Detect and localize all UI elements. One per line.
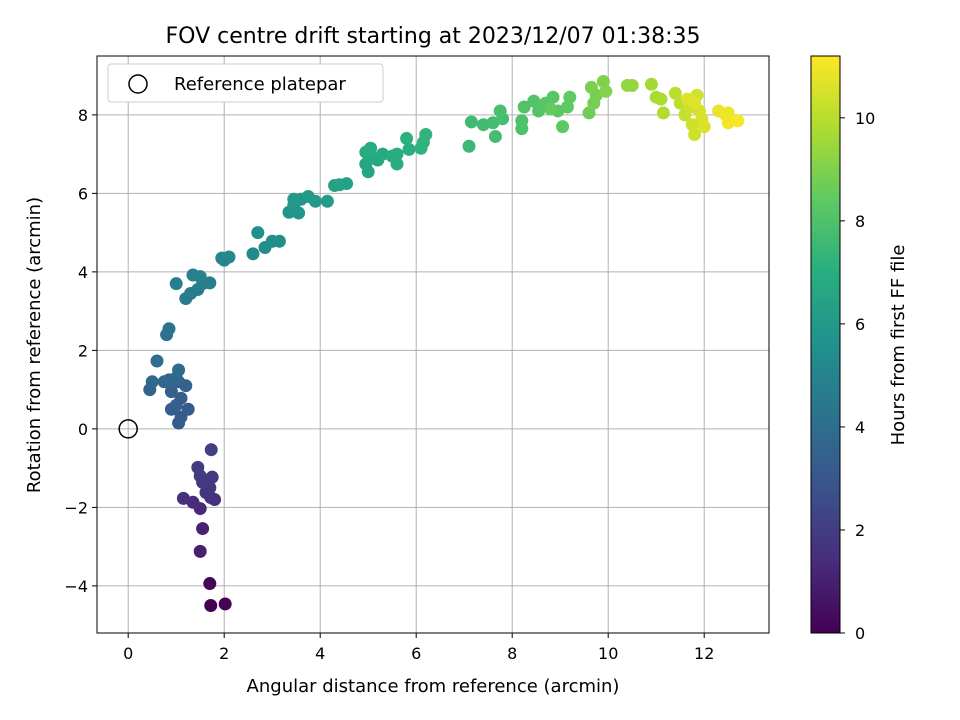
y-tick-label: 6 <box>78 184 88 203</box>
reference-marker <box>118 419 138 439</box>
data-point <box>419 128 433 142</box>
chart-title: FOV centre drift starting at 2023/12/07 … <box>166 24 701 49</box>
x-tick-label: 6 <box>411 644 421 663</box>
data-point <box>204 443 218 457</box>
plot-frame <box>96 55 770 634</box>
legend: Reference platepar <box>107 63 384 103</box>
data-point <box>150 354 164 368</box>
data-point <box>251 226 265 240</box>
data-point <box>222 250 236 264</box>
data-point <box>644 77 658 91</box>
data-point <box>176 491 190 505</box>
data-point <box>157 375 171 389</box>
x-tick-label: 8 <box>507 644 517 663</box>
colorbar-tick-label: 0 <box>855 624 865 643</box>
data-point <box>196 522 210 536</box>
data-point <box>332 178 346 192</box>
legend-reference-marker <box>128 74 148 94</box>
data-point <box>390 147 404 161</box>
data-point <box>546 90 560 104</box>
data-point <box>517 100 531 114</box>
data-point <box>364 141 378 155</box>
colorbar-tick-label: 10 <box>855 109 875 128</box>
data-point <box>172 363 186 377</box>
x-axis-label: Angular distance from reference (arcmin) <box>247 676 620 697</box>
data-point <box>174 410 188 424</box>
y-tick-label: 4 <box>78 263 88 282</box>
x-tick-label: 12 <box>694 644 714 663</box>
x-tick-label: 2 <box>219 644 229 663</box>
colorbar-tick-label: 8 <box>855 212 865 231</box>
x-tick-label: 10 <box>598 644 618 663</box>
data-point <box>584 80 598 94</box>
data-point <box>685 118 699 132</box>
data-point <box>272 234 286 248</box>
data-point <box>400 131 414 145</box>
data-point <box>582 106 596 120</box>
x-tick-label: 4 <box>315 644 325 663</box>
y-axis-label: Rotation from reference (arcmin) <box>24 197 45 493</box>
data-point <box>164 385 178 399</box>
colorbar-tick-label: 4 <box>855 418 865 437</box>
data-point <box>246 247 260 261</box>
data-point <box>721 106 735 120</box>
data-point <box>527 94 541 108</box>
legend-entry-reference-platepar: Reference platepar <box>174 74 346 95</box>
grid <box>97 56 769 633</box>
x-tick-label: 0 <box>123 644 133 663</box>
data-point <box>688 128 702 142</box>
y-tick-label: 8 <box>78 106 88 125</box>
data-point <box>563 90 577 104</box>
data-point <box>308 194 322 208</box>
data-point <box>193 270 207 284</box>
data-point <box>515 114 529 128</box>
y-tick-label: 0 <box>78 420 88 439</box>
data-point <box>625 78 639 92</box>
data-point <box>162 322 176 336</box>
data-point <box>191 460 205 474</box>
data-point <box>174 391 188 405</box>
data-point <box>145 375 159 389</box>
y-tick-label: −4 <box>64 577 88 596</box>
data-point <box>204 599 218 613</box>
colorbar-tick-label: 2 <box>855 521 865 540</box>
data-point <box>402 142 416 156</box>
data-point <box>193 544 207 558</box>
data-point <box>544 102 558 116</box>
data-point <box>599 84 613 98</box>
data-point <box>218 597 232 611</box>
legend-box <box>107 63 384 103</box>
data-point <box>596 75 610 89</box>
data-point <box>390 157 404 171</box>
data-point <box>731 114 745 128</box>
data-point <box>203 577 217 591</box>
data-point <box>205 470 219 484</box>
data-point <box>488 129 502 143</box>
colorbar-label: Hours from first FF file <box>888 245 909 446</box>
data-point <box>656 106 670 120</box>
data-point <box>203 276 217 290</box>
data-point <box>493 104 507 118</box>
data-point <box>464 115 478 129</box>
scatter-points <box>143 75 745 613</box>
colorbar-tick-label: 6 <box>855 315 865 334</box>
y-tick-label: 2 <box>78 341 88 360</box>
data-point <box>697 120 711 134</box>
data-point <box>287 192 301 206</box>
y-axis-ticks: −4 −2 0 2 4 6 8 <box>64 106 97 596</box>
data-point <box>169 277 183 291</box>
data-point <box>560 100 574 114</box>
y-tick-label: −2 <box>64 498 88 517</box>
x-axis-ticks: 0 2 4 6 8 10 12 <box>123 633 714 663</box>
data-point <box>556 120 570 134</box>
colorbar-ticks: 0 2 4 6 8 10 <box>840 109 875 643</box>
data-point <box>688 96 702 110</box>
data-point <box>654 92 668 106</box>
data-point <box>320 194 334 208</box>
data-point <box>462 139 476 153</box>
data-point <box>668 86 682 100</box>
colorbar <box>810 55 841 634</box>
